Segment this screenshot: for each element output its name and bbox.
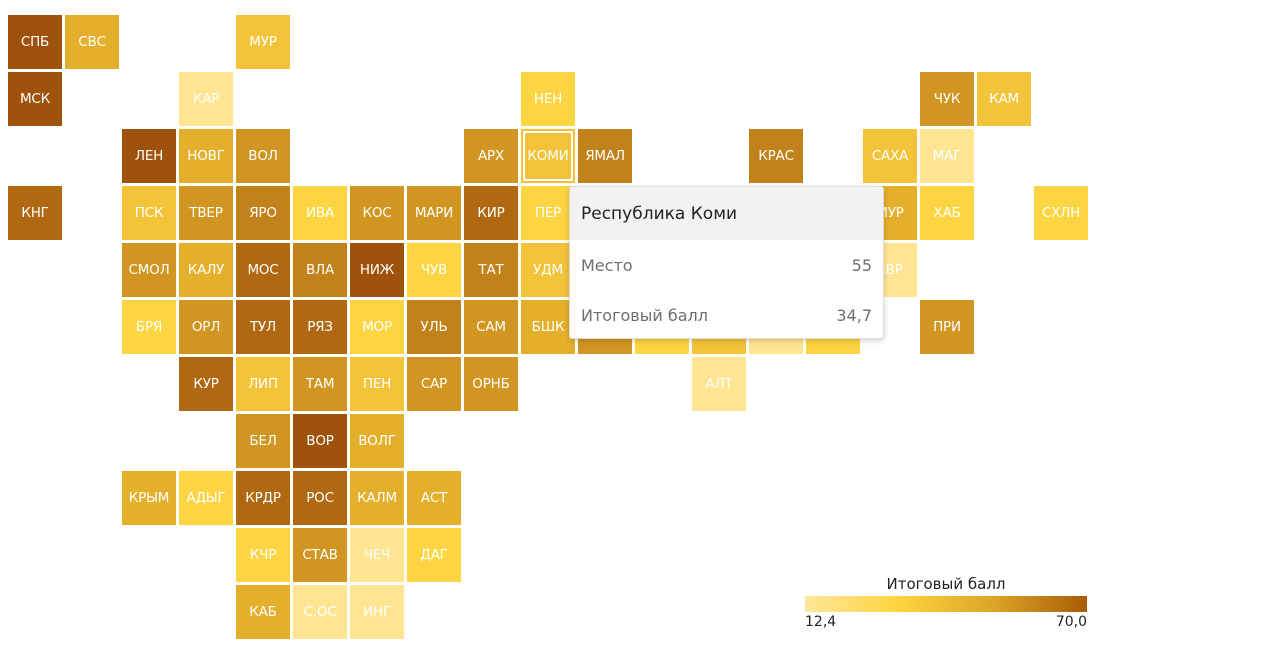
region-tile[interactable]: БШК bbox=[521, 300, 575, 354]
region-tile[interactable]: НЕН bbox=[521, 72, 575, 126]
region-tile[interactable]: ИНГ bbox=[350, 585, 404, 639]
region-tile[interactable]: ТВЕР bbox=[179, 186, 233, 240]
region-tile[interactable]: МУР bbox=[236, 15, 290, 69]
region-tile[interactable]: ВОЛ bbox=[236, 129, 290, 183]
region-tile[interactable]: КРЫМ bbox=[122, 471, 176, 525]
region-tile[interactable]: ВОР bbox=[293, 414, 347, 468]
region-tile[interactable]: ПЕН bbox=[350, 357, 404, 411]
region-tile[interactable]: РЯЗ bbox=[293, 300, 347, 354]
legend-gradient-bar bbox=[805, 596, 1087, 612]
region-tooltip: Республика Коми Место 55 Итоговый балл 3… bbox=[569, 186, 884, 339]
region-tile[interactable]: ОРНБ bbox=[464, 357, 518, 411]
region-tile[interactable]: БЕЛ bbox=[236, 414, 290, 468]
region-tile[interactable]: ЯРО bbox=[236, 186, 290, 240]
region-tile[interactable]: СПБ bbox=[8, 15, 62, 69]
tooltip-score-value: 34,7 bbox=[836, 305, 872, 325]
region-tile[interactable]: МАРИ bbox=[407, 186, 461, 240]
region-tile[interactable]: ЧЕЧ bbox=[350, 528, 404, 582]
color-legend: Итоговый балл 12,4 70,0 bbox=[805, 574, 1087, 630]
tooltip-score-label: Итоговый балл bbox=[581, 305, 708, 325]
region-tile[interactable]: КУР bbox=[179, 357, 233, 411]
tooltip-rank-row: Место 55 bbox=[570, 240, 883, 290]
region-tile[interactable]: ЛИП bbox=[236, 357, 290, 411]
region-tile[interactable]: ПРИ bbox=[920, 300, 974, 354]
region-tile[interactable]: АДЫГ bbox=[179, 471, 233, 525]
region-tile[interactable]: КАР bbox=[179, 72, 233, 126]
region-tile[interactable]: РОС bbox=[293, 471, 347, 525]
region-tile[interactable]: КАЛУ bbox=[179, 243, 233, 297]
region-tile[interactable]: САМ bbox=[464, 300, 518, 354]
legend-labels: 12,4 70,0 bbox=[805, 614, 1087, 630]
legend-title: Итоговый балл bbox=[886, 575, 1006, 593]
region-tile[interactable]: УДМ bbox=[521, 243, 575, 297]
tooltip-score-row: Итоговый балл 34,7 bbox=[570, 290, 883, 338]
region-tile[interactable]: УЛЬ bbox=[407, 300, 461, 354]
region-tile[interactable]: ТАТ bbox=[464, 243, 518, 297]
region-tile[interactable]: МАГ bbox=[920, 129, 974, 183]
region-tile[interactable]: ЯМАЛ bbox=[578, 129, 632, 183]
region-tile[interactable]: КЧР bbox=[236, 528, 290, 582]
region-tile[interactable]: ЧУВ bbox=[407, 243, 461, 297]
region-tile[interactable]: АРХ bbox=[464, 129, 518, 183]
region-tile[interactable]: КАБ bbox=[236, 585, 290, 639]
region-tile[interactable]: МОС bbox=[236, 243, 290, 297]
region-tile[interactable]: ПЕР bbox=[521, 186, 575, 240]
region-tile[interactable]: ЧУК bbox=[920, 72, 974, 126]
tooltip-title: Республика Коми bbox=[570, 187, 883, 240]
region-tile[interactable]: СТАВ bbox=[293, 528, 347, 582]
region-tile[interactable]: СВС bbox=[65, 15, 119, 69]
region-tile[interactable]: КНГ bbox=[8, 186, 62, 240]
region-tile[interactable]: АЛТ bbox=[692, 357, 746, 411]
tooltip-rank-value: 55 bbox=[851, 255, 872, 275]
region-tile[interactable]: ИВА bbox=[293, 186, 347, 240]
tooltip-rank-label: Место bbox=[581, 255, 633, 275]
legend-min-label: 12,4 bbox=[805, 614, 837, 630]
region-tile[interactable]: КРДР bbox=[236, 471, 290, 525]
region-tile[interactable]: ПСК bbox=[122, 186, 176, 240]
legend-max-label: 70,0 bbox=[1055, 614, 1087, 630]
region-tile[interactable]: САР bbox=[407, 357, 461, 411]
region-tile[interactable]: СМОЛ bbox=[122, 243, 176, 297]
region-tile[interactable]: КРАС bbox=[749, 129, 803, 183]
region-tile[interactable]: С.ОС bbox=[293, 585, 347, 639]
region-tile[interactable]: МСК bbox=[8, 72, 62, 126]
region-tile[interactable]: ВОЛГ bbox=[350, 414, 404, 468]
region-tile[interactable]: НОВГ bbox=[179, 129, 233, 183]
region-tile[interactable]: ТУЛ bbox=[236, 300, 290, 354]
region-tile[interactable]: ЛЕН bbox=[122, 129, 176, 183]
region-tile[interactable]: КОМИ bbox=[521, 129, 575, 183]
region-tile[interactable]: МОР bbox=[350, 300, 404, 354]
region-tile[interactable]: КОС bbox=[350, 186, 404, 240]
region-tile[interactable]: ОРЛ bbox=[179, 300, 233, 354]
region-tile[interactable]: НИЖ bbox=[350, 243, 404, 297]
region-tile[interactable]: ХАБ bbox=[920, 186, 974, 240]
region-tile[interactable]: ДАГ bbox=[407, 528, 461, 582]
region-tile[interactable]: ВЛА bbox=[293, 243, 347, 297]
region-tile[interactable]: СХЛН bbox=[1034, 186, 1088, 240]
region-tile[interactable]: КАЛМ bbox=[350, 471, 404, 525]
region-tile[interactable]: ТАМ bbox=[293, 357, 347, 411]
region-tile[interactable]: БРЯ bbox=[122, 300, 176, 354]
region-tile[interactable]: КАМ bbox=[977, 72, 1031, 126]
region-tile[interactable]: АСТ bbox=[407, 471, 461, 525]
region-tile[interactable]: КИР bbox=[464, 186, 518, 240]
region-tile[interactable]: САХА bbox=[863, 129, 917, 183]
